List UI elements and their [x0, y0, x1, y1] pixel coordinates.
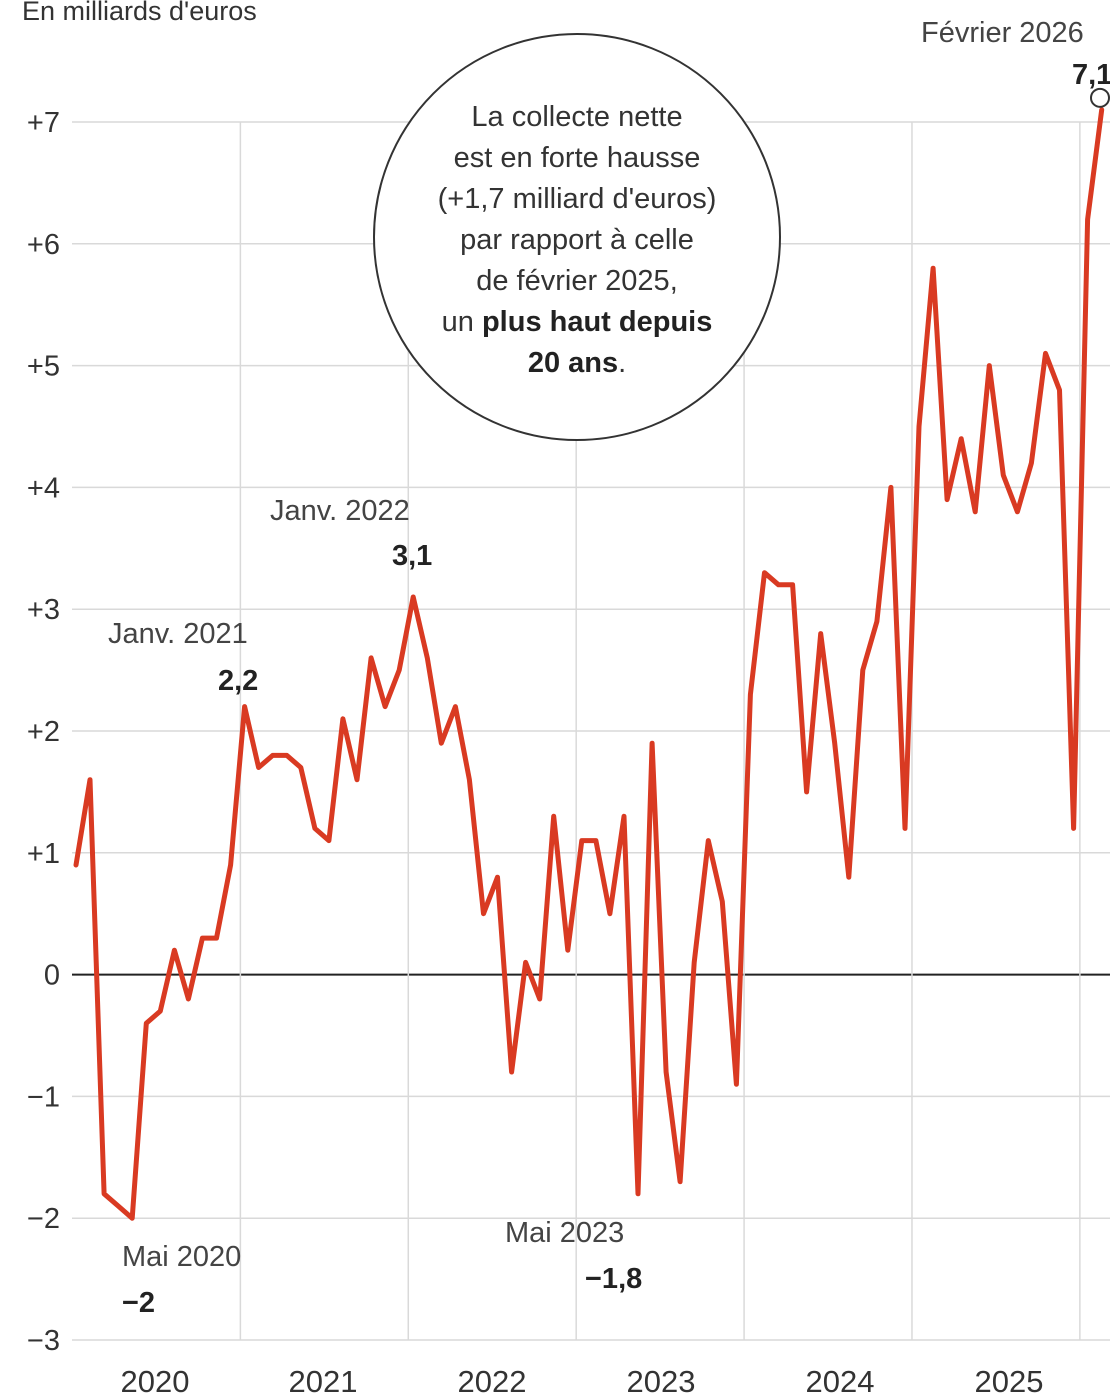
callout-line-3: (+1,7 milliard d'euros): [438, 183, 717, 215]
y-tick-label: +3: [27, 594, 60, 626]
annotation-feb2026-label: Février 2026: [921, 17, 1084, 49]
x-tick-label: 2022: [458, 1364, 527, 1397]
y-tick-label: +4: [27, 472, 60, 504]
series-layer: [73, 107, 1105, 1221]
callout: La collecte nette est en forte hausse (+…: [373, 33, 781, 441]
x-tick-label: 2023: [627, 1364, 696, 1397]
callout-line-7-bold: 20 ans: [528, 347, 618, 379]
y-tick-label: +2: [27, 716, 60, 748]
annotation-may2023-value: −1,8: [585, 1263, 642, 1295]
callout-line-6: un plus haut depuis: [442, 306, 713, 338]
annotation-feb2026-value: 7,1: [1072, 59, 1110, 91]
y-tick-label: −2: [27, 1203, 60, 1235]
y-tick-label: −3: [27, 1325, 60, 1357]
annotation-may2020-value: −2: [122, 1287, 155, 1319]
y-tick-label: +5: [27, 351, 60, 383]
x-axis-ticks: 2020 2021 2022 2023 2024 2025: [121, 1364, 1044, 1397]
annotation-may2023-label: Mai 2023: [505, 1217, 624, 1249]
callout-line-7: 20 ans.: [528, 347, 626, 379]
annotation-jan2021-value: 2,2: [218, 665, 258, 697]
chart-subtitle: En milliards d'euros: [22, 0, 257, 26]
annotation-jan2022-label: Janv. 2022: [270, 495, 410, 527]
callout-line-7-suffix: .: [618, 347, 626, 379]
annotation-jan2022-value: 3,1: [392, 540, 432, 572]
callout-line-6-prefix: un: [442, 306, 482, 338]
y-tick-label: 0: [44, 960, 60, 992]
annotation-may2020-label: Mai 2020: [122, 1241, 241, 1273]
callout-line-4: par rapport à celle: [460, 224, 694, 256]
callout-line-5: de février 2025,: [476, 265, 678, 297]
grid-layer: [72, 121, 1110, 1341]
x-tick-label: 2021: [289, 1364, 358, 1397]
y-axis-ticks: −3 −2 −1 0 +1 +2 +3 +4 +5 +6 +7: [27, 107, 60, 1357]
callout-circle: [373, 33, 781, 441]
y-tick-label: +1: [27, 838, 60, 870]
callout-line-6-bold: plus haut depuis: [482, 306, 712, 338]
y-tick-label: −1: [27, 1081, 60, 1113]
series-line: [73, 107, 1105, 1221]
annotation-jan2021-label: Janv. 2021: [108, 618, 248, 650]
callout-line-1: La collecte nette: [471, 101, 682, 133]
x-tick-label: 2024: [806, 1364, 875, 1397]
callout-line-2: est en forte hausse: [454, 142, 701, 174]
y-tick-label: +6: [27, 229, 60, 261]
x-tick-label: 2020: [121, 1364, 190, 1397]
end-point-marker: [1090, 87, 1110, 108]
x-tick-label: 2025: [975, 1364, 1044, 1397]
y-tick-label: +7: [27, 107, 60, 139]
